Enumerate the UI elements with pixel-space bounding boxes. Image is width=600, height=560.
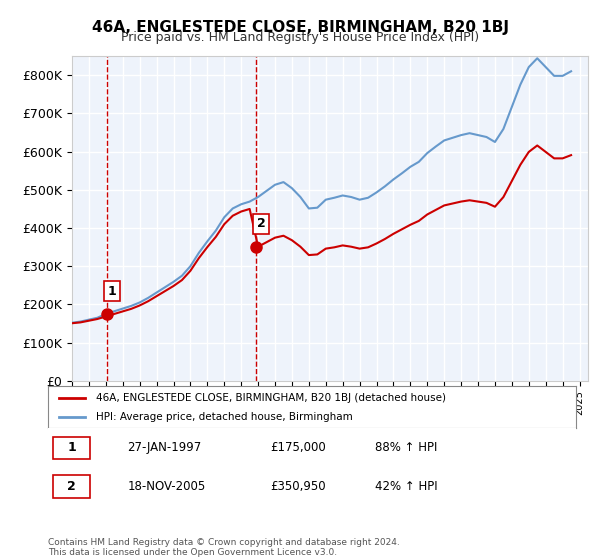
- Text: 1: 1: [108, 284, 116, 297]
- FancyBboxPatch shape: [53, 475, 90, 498]
- Text: HPI: Average price, detached house, Birmingham: HPI: Average price, detached house, Birm…: [95, 412, 352, 422]
- FancyBboxPatch shape: [53, 437, 90, 459]
- Text: £175,000: £175,000: [270, 441, 326, 454]
- Text: £350,950: £350,950: [270, 480, 325, 493]
- Text: 2: 2: [257, 217, 266, 230]
- Text: 46A, ENGLESTEDE CLOSE, BIRMINGHAM, B20 1BJ: 46A, ENGLESTEDE CLOSE, BIRMINGHAM, B20 1…: [91, 20, 509, 35]
- Text: 88% ↑ HPI: 88% ↑ HPI: [376, 441, 438, 454]
- Text: 1: 1: [67, 441, 76, 454]
- Text: 27-JAN-1997: 27-JAN-1997: [127, 441, 202, 454]
- Text: Price paid vs. HM Land Registry's House Price Index (HPI): Price paid vs. HM Land Registry's House …: [121, 31, 479, 44]
- Text: 42% ↑ HPI: 42% ↑ HPI: [376, 480, 438, 493]
- Text: 18-NOV-2005: 18-NOV-2005: [127, 480, 205, 493]
- Text: Contains HM Land Registry data © Crown copyright and database right 2024.
This d: Contains HM Land Registry data © Crown c…: [48, 538, 400, 557]
- Text: 46A, ENGLESTEDE CLOSE, BIRMINGHAM, B20 1BJ (detached house): 46A, ENGLESTEDE CLOSE, BIRMINGHAM, B20 1…: [95, 393, 446, 403]
- Text: 2: 2: [67, 480, 76, 493]
